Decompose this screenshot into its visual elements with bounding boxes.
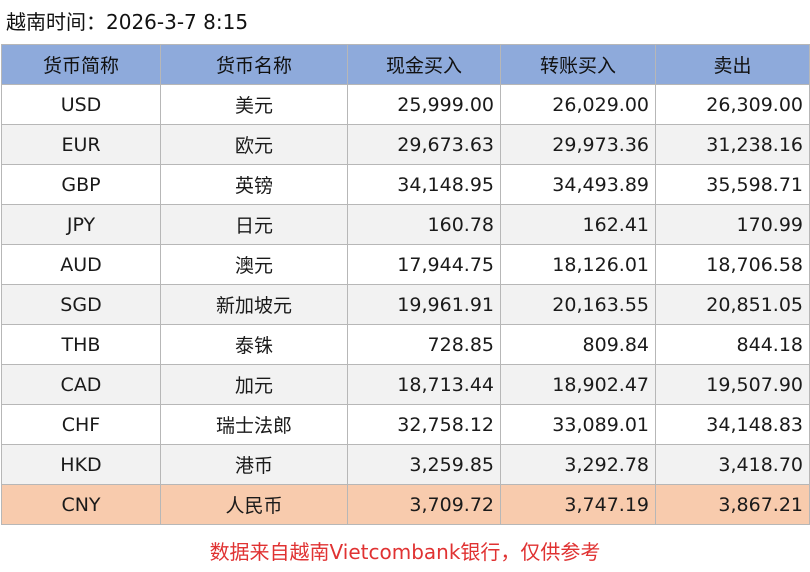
table-row-highlighted: CNY 人民币 3,709.72 3,747.19 3,867.21: [1, 484, 810, 525]
currency-code-cell: HKD: [1, 444, 161, 485]
currency-name-cell: 泰铢: [160, 324, 348, 365]
currency-name-cell: 加元: [160, 364, 348, 405]
currency-name-cell: 欧元: [160, 124, 348, 165]
header-cash-buy: 现金买入: [347, 44, 501, 85]
currency-code-cell: CHF: [1, 404, 161, 445]
currency-name-cell: 港币: [160, 444, 348, 485]
cash-buy-cell: 29,673.63: [347, 124, 501, 165]
transfer-buy-cell: 34,493.89: [500, 164, 656, 205]
table-header-row: 货币简称 货币名称 现金买入 转账买入 卖出: [1, 44, 810, 85]
transfer-buy-cell: 20,163.55: [500, 284, 656, 325]
exchange-rate-table: 货币简称 货币名称 现金买入 转账买入 卖出 USD 美元 25,999.00 …: [1, 44, 810, 525]
cash-buy-cell: 32,758.12: [347, 404, 501, 445]
table-row: SGD 新加坡元 19,961.91 20,163.55 20,851.05: [1, 284, 810, 325]
sell-cell: 20,851.05: [655, 284, 810, 325]
currency-name-cell: 新加坡元: [160, 284, 348, 325]
transfer-buy-cell: 29,973.36: [500, 124, 656, 165]
sell-cell: 3,418.70: [655, 444, 810, 485]
sell-cell: 35,598.71: [655, 164, 810, 205]
cash-buy-cell: 17,944.75: [347, 244, 501, 285]
currency-code-cell: THB: [1, 324, 161, 365]
header-currency-code: 货币简称: [1, 44, 161, 85]
currency-code-cell: CNY: [1, 484, 161, 525]
transfer-buy-cell: 809.84: [500, 324, 656, 365]
cash-buy-cell: 728.85: [347, 324, 501, 365]
cash-buy-cell: 34,148.95: [347, 164, 501, 205]
currency-name-cell: 英镑: [160, 164, 348, 205]
sell-cell: 3,867.21: [655, 484, 810, 525]
sell-cell: 19,507.90: [655, 364, 810, 405]
cash-buy-cell: 3,259.85: [347, 444, 501, 485]
transfer-buy-cell: 162.41: [500, 204, 656, 245]
table-row: HKD 港币 3,259.85 3,292.78 3,418.70: [1, 444, 810, 485]
currency-code-cell: CAD: [1, 364, 161, 405]
currency-code-cell: SGD: [1, 284, 161, 325]
sell-cell: 34,148.83: [655, 404, 810, 445]
cash-buy-cell: 19,961.91: [347, 284, 501, 325]
cash-buy-cell: 3,709.72: [347, 484, 501, 525]
currency-name-cell: 人民币: [160, 484, 348, 525]
currency-code-cell: USD: [1, 84, 161, 125]
currency-code-cell: GBP: [1, 164, 161, 205]
sell-cell: 18,706.58: [655, 244, 810, 285]
table-row: CAD 加元 18,713.44 18,902.47 19,507.90: [1, 364, 810, 405]
header-transfer-buy: 转账买入: [500, 44, 656, 85]
sell-cell: 26,309.00: [655, 84, 810, 125]
transfer-buy-cell: 18,902.47: [500, 364, 656, 405]
table-row: GBP 英镑 34,148.95 34,493.89 35,598.71: [1, 164, 810, 205]
table-row: CHF 瑞士法郎 32,758.12 33,089.01 34,148.83: [1, 404, 810, 445]
page-title: 越南时间：2026-3-7 8:15: [6, 10, 249, 34]
currency-code-cell: AUD: [1, 244, 161, 285]
cash-buy-cell: 160.78: [347, 204, 501, 245]
currency-code-cell: EUR: [1, 124, 161, 165]
sell-cell: 31,238.16: [655, 124, 810, 165]
cash-buy-cell: 18,713.44: [347, 364, 501, 405]
currency-name-cell: 美元: [160, 84, 348, 125]
table-row: AUD 澳元 17,944.75 18,126.01 18,706.58: [1, 244, 810, 285]
transfer-buy-cell: 18,126.01: [500, 244, 656, 285]
currency-code-cell: JPY: [1, 204, 161, 245]
cash-buy-cell: 25,999.00: [347, 84, 501, 125]
transfer-buy-cell: 3,292.78: [500, 444, 656, 485]
transfer-buy-cell: 3,747.19: [500, 484, 656, 525]
table-row: EUR 欧元 29,673.63 29,973.36 31,238.16: [1, 124, 810, 165]
table-row: USD 美元 25,999.00 26,029.00 26,309.00: [1, 84, 810, 125]
currency-name-cell: 澳元: [160, 244, 348, 285]
currency-name-cell: 瑞士法郎: [160, 404, 348, 445]
sell-cell: 170.99: [655, 204, 810, 245]
source-note: 数据来自越南Vietcombank银行，仅供参考: [209, 540, 601, 564]
currency-name-cell: 日元: [160, 204, 348, 245]
sell-cell: 844.18: [655, 324, 810, 365]
header-sell: 卖出: [655, 44, 810, 85]
table-row: THB 泰铢 728.85 809.84 844.18: [1, 324, 810, 365]
table-row: JPY 日元 160.78 162.41 170.99: [1, 204, 810, 245]
transfer-buy-cell: 33,089.01: [500, 404, 656, 445]
transfer-buy-cell: 26,029.00: [500, 84, 656, 125]
header-currency-name: 货币名称: [160, 44, 348, 85]
